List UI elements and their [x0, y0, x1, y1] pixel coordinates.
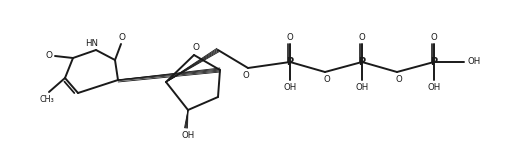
Text: O: O	[118, 34, 126, 42]
Text: O: O	[323, 75, 330, 85]
Text: O: O	[193, 43, 199, 53]
Text: OH: OH	[468, 57, 481, 67]
Text: O: O	[46, 52, 53, 60]
Text: P: P	[287, 57, 294, 67]
Text: OH: OH	[356, 84, 369, 92]
Text: O: O	[287, 33, 294, 41]
Text: P: P	[358, 57, 366, 67]
Text: O: O	[359, 33, 366, 41]
Text: CH₃: CH₃	[39, 95, 54, 105]
Text: O: O	[396, 75, 402, 85]
Text: OH: OH	[284, 84, 297, 92]
Text: OH: OH	[181, 131, 195, 141]
Text: O: O	[431, 33, 438, 41]
Text: HN: HN	[86, 38, 98, 48]
Text: OH: OH	[427, 84, 441, 92]
Text: P: P	[430, 57, 438, 67]
Text: O: O	[242, 71, 249, 79]
